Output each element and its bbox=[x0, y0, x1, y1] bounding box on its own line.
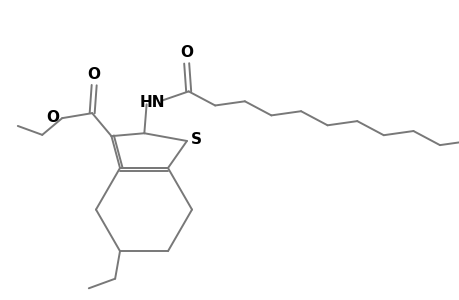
Text: S: S bbox=[190, 133, 202, 148]
Text: O: O bbox=[46, 110, 59, 124]
Text: HN: HN bbox=[140, 95, 165, 110]
Text: O: O bbox=[88, 67, 101, 82]
Text: O: O bbox=[180, 45, 193, 60]
